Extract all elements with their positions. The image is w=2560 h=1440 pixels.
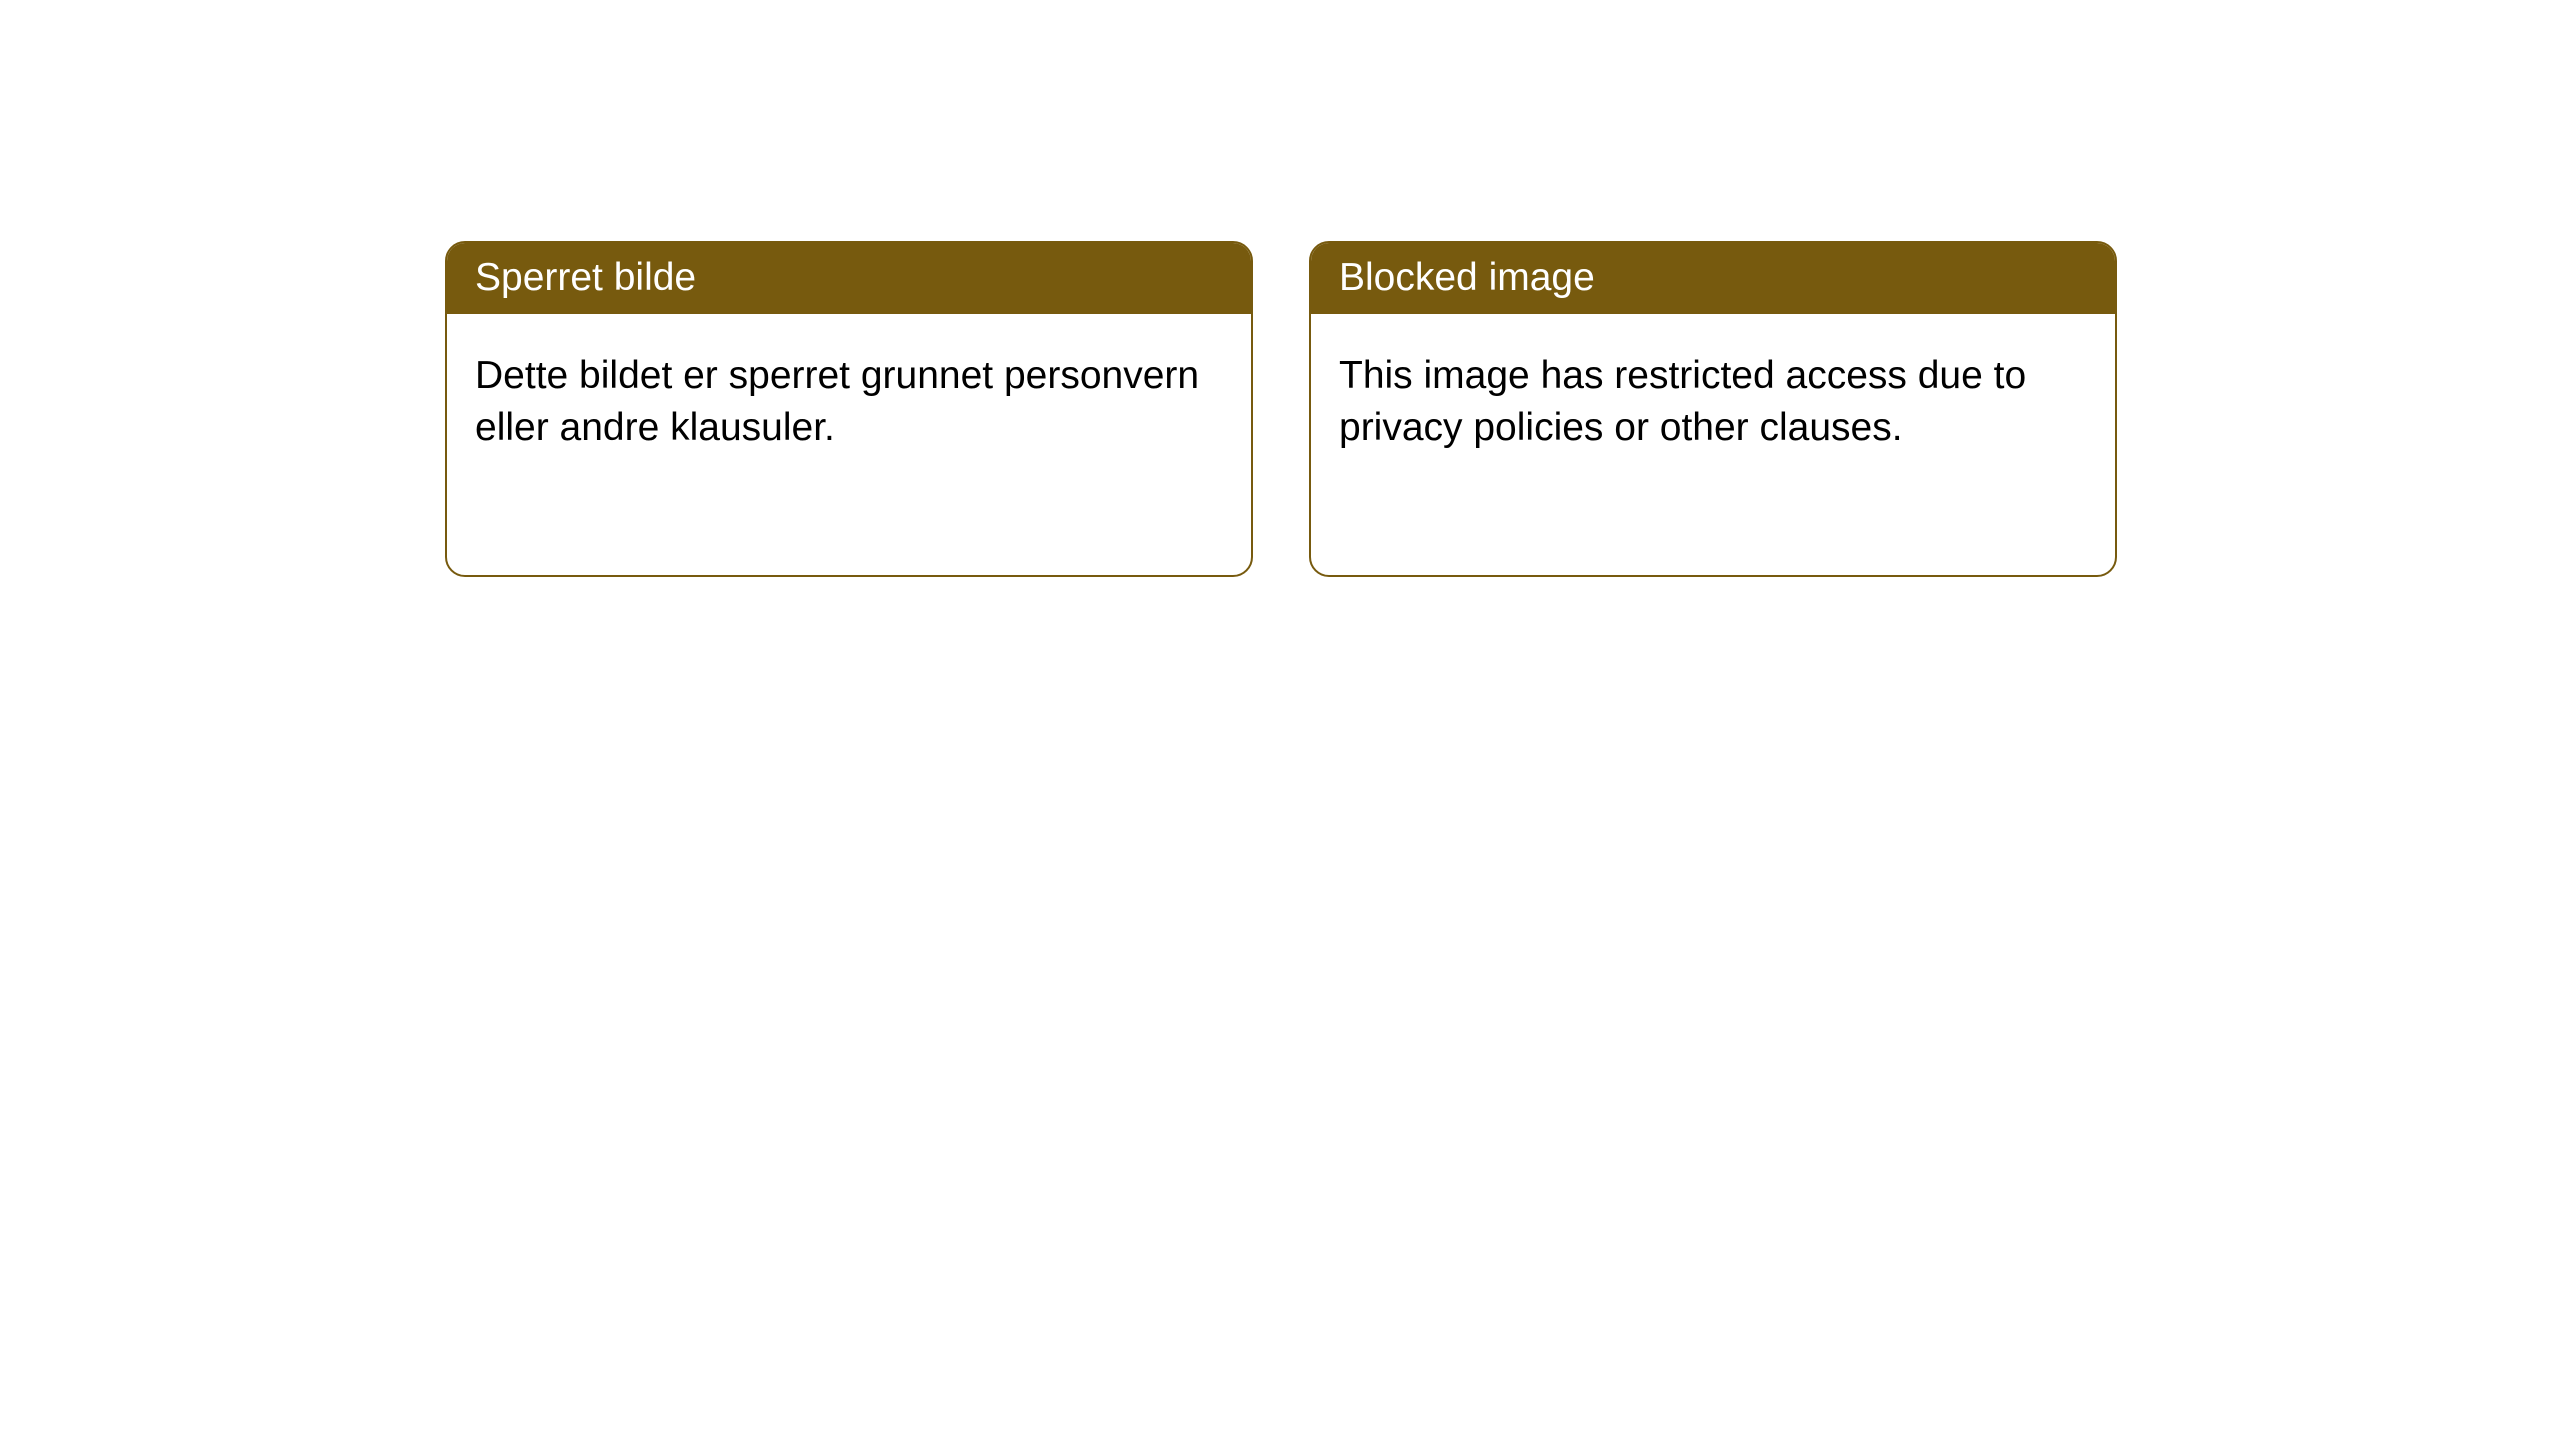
- notice-body-en: This image has restricted access due to …: [1311, 314, 2115, 491]
- notice-container: Sperret bilde Dette bildet er sperret gr…: [0, 0, 2560, 577]
- notice-title-no: Sperret bilde: [447, 243, 1251, 314]
- notice-card-en: Blocked image This image has restricted …: [1309, 241, 2117, 577]
- notice-title-en: Blocked image: [1311, 243, 2115, 314]
- notice-card-no: Sperret bilde Dette bildet er sperret gr…: [445, 241, 1253, 577]
- notice-body-no: Dette bildet er sperret grunnet personve…: [447, 314, 1251, 491]
